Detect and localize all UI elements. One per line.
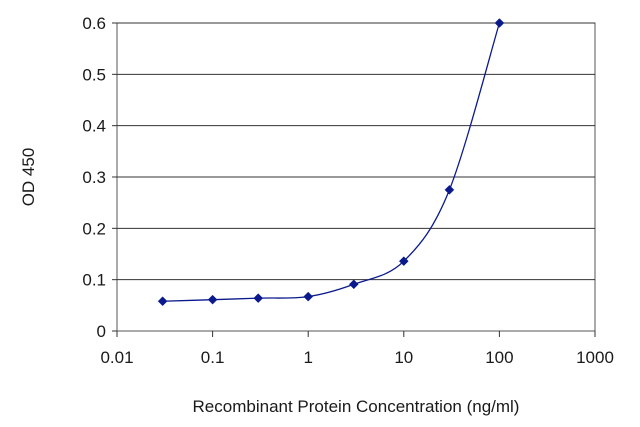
tick-label-x: 0.01 [100,348,133,367]
data-point-marker [494,18,505,28]
data-point-marker [157,296,168,307]
x-axis-title: Recombinant Protein Concentration (ng/ml… [193,397,520,416]
gridlines [117,22,595,281]
tick-label-x: 1000 [576,348,614,367]
tick-label-x: 10 [394,348,413,367]
data-point-marker [398,256,409,267]
tick-label-x: 0.1 [201,348,225,367]
tick-label-y: 0.4 [82,117,106,136]
axes [112,22,596,337]
data-point-marker [207,294,218,305]
series-group [157,18,505,307]
tick-label-y: 0.2 [82,219,106,238]
tick-label-y: 0.6 [82,14,106,33]
data-point-marker [444,184,455,195]
tick-label-x: 1 [303,348,312,367]
y-axis-title: OD 450 [19,148,38,207]
data-point-marker [253,293,264,304]
tick-label-y: 0 [97,322,106,341]
tick-label-y: 0.1 [82,271,106,290]
tick-label-x: 100 [485,348,513,367]
data-point-marker [303,291,314,302]
tick-label-y: 0.5 [82,65,106,84]
data-point-marker [348,279,359,290]
tick-labels: 0 0.1 0.2 0.3 0.4 0.5 0.6 0.01 0.1 1 10 100 1000 [82,14,614,367]
tick-label-y: 0.3 [82,168,106,187]
